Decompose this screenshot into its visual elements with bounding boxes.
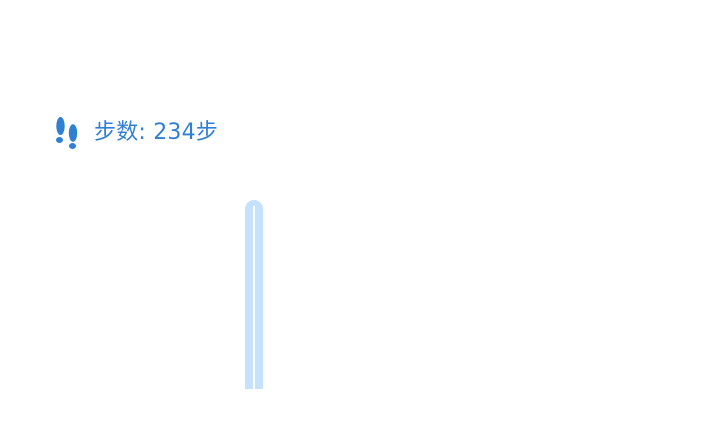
step-bar-divider [253, 206, 255, 389]
steps-text: 步数: 234步 [94, 116, 218, 150]
step-bar [245, 200, 263, 389]
steps-value: 234 [153, 120, 196, 145]
steps-summary: 步数: 234步 [54, 116, 218, 150]
steps-label: 步数: [94, 120, 147, 145]
steps-unit: 步 [195, 120, 219, 145]
footprints-icon [56, 117, 78, 149]
